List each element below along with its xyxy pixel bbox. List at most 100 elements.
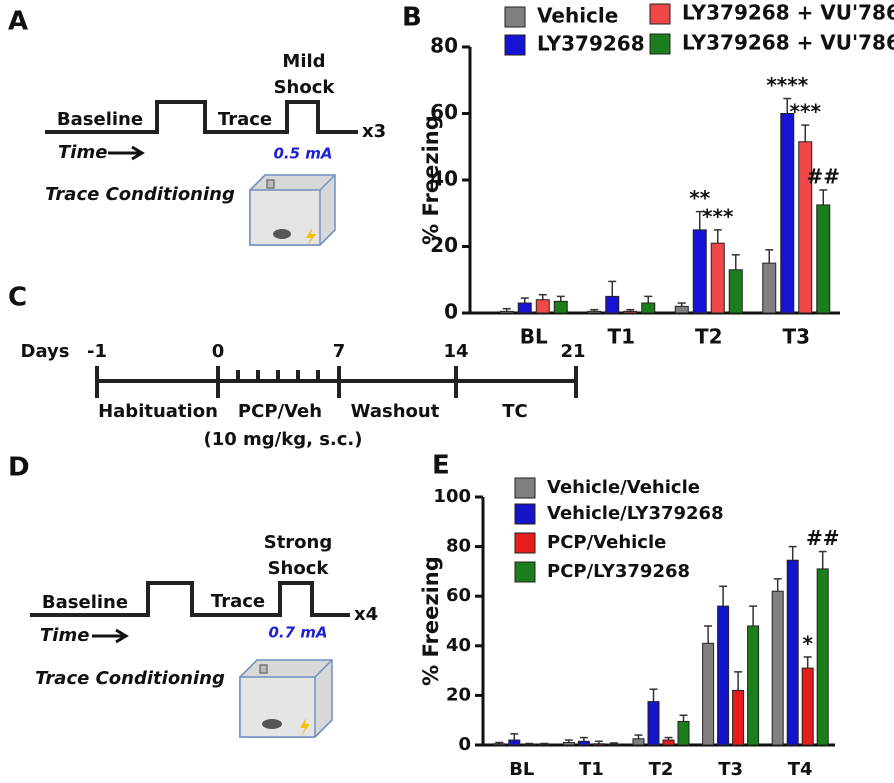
phase-label: Habituation	[98, 401, 218, 422]
time-arrow	[92, 628, 129, 644]
baseline-label: Baseline	[57, 109, 143, 130]
y-tick-label: 100	[433, 486, 471, 507]
legend-label: PCP/Vehicle	[547, 532, 666, 553]
panel-label: B	[402, 3, 422, 33]
y-tick-label: 80	[430, 34, 458, 58]
significance-label: **	[689, 186, 710, 210]
current-label: 0.5 mA	[273, 145, 332, 163]
bar	[747, 625, 760, 746]
protocol-trace	[45, 100, 358, 134]
time-label: Time	[40, 625, 89, 646]
x-tick-label: BL	[520, 325, 548, 349]
bar	[677, 720, 690, 746]
significance-label: ***	[702, 204, 734, 228]
legend-label: Vehicle	[537, 4, 618, 28]
x-tick-label: T4	[788, 759, 813, 780]
repeat-label: x4	[354, 604, 378, 625]
x-tick-label: T2	[649, 759, 674, 780]
bar	[801, 667, 814, 746]
bar	[717, 605, 730, 746]
panel-label: D	[8, 453, 30, 483]
x-tick-label: T3	[782, 325, 810, 349]
bar	[647, 701, 660, 746]
current-label: 0.7 mA	[268, 624, 327, 642]
y-tick-label: 40	[446, 635, 471, 656]
day-label: 7	[333, 341, 346, 362]
bar	[587, 310, 602, 314]
bar	[493, 743, 506, 746]
trace-label: Trace	[211, 591, 265, 612]
chamber-icon	[249, 174, 336, 246]
legend-swatch	[514, 561, 536, 583]
bar	[517, 302, 532, 314]
bar	[607, 743, 620, 746]
bar	[641, 302, 656, 314]
x-tick-label: BL	[509, 759, 534, 780]
panel-label: C	[8, 283, 27, 313]
legend-label: LY379268 + VU'786	[682, 1, 894, 25]
bar	[523, 743, 536, 746]
bar	[623, 310, 638, 314]
bar	[508, 739, 521, 746]
repeat-label: x3	[362, 121, 386, 142]
bar	[499, 310, 514, 314]
bar	[780, 113, 795, 314]
caption: Trace Conditioning	[45, 184, 235, 205]
y-tick-label: 80	[446, 536, 471, 557]
legend-swatch	[514, 503, 536, 525]
caption: Trace Conditioning	[35, 668, 225, 689]
bar	[605, 295, 620, 314]
bar	[732, 689, 745, 746]
protocol-trace	[30, 581, 350, 617]
significance-label: ***	[790, 100, 822, 124]
bar	[538, 743, 551, 746]
bar	[535, 299, 550, 314]
y-tick-label: 60	[446, 585, 471, 606]
day-label: -1	[87, 341, 107, 362]
phase-label: PCP/Veh	[238, 401, 322, 422]
shock-label: Shock	[274, 77, 336, 98]
bar	[674, 305, 689, 314]
phase-label: Washout	[351, 401, 440, 422]
days-label: Days	[21, 341, 70, 362]
time-label: Time	[58, 142, 107, 163]
legend-label: PCP/LY379268	[547, 561, 690, 582]
x-tick-label: T3	[718, 759, 743, 780]
bar	[577, 740, 590, 746]
y-tick-label: 0	[444, 300, 458, 324]
y-tick-label: 20	[430, 233, 458, 257]
chamber-icon	[239, 659, 333, 738]
legend-label: LY379268 + VU'786	[682, 31, 894, 55]
bar	[771, 590, 784, 746]
legend-swatch	[504, 6, 526, 28]
significance-label: ##	[806, 164, 840, 188]
bar	[710, 242, 725, 314]
y-axis-label: % Freezing	[419, 115, 443, 245]
timeline	[95, 366, 578, 398]
legend-label: LY379268	[537, 32, 645, 56]
significance-label: ##	[806, 526, 840, 550]
shock-label: Shock	[268, 558, 330, 579]
bar	[592, 743, 605, 746]
bar	[692, 229, 707, 314]
bar	[702, 642, 715, 746]
bar	[798, 141, 813, 314]
x-tick-label: T1	[607, 325, 635, 349]
bar	[786, 559, 799, 746]
day-label: 21	[560, 341, 585, 362]
y-tick-label: 20	[446, 684, 471, 705]
y-axis-label: % Freezing	[419, 556, 443, 686]
y-tick-label: 0	[458, 734, 471, 755]
bar	[816, 568, 829, 746]
x-tick-label: T2	[695, 325, 723, 349]
legend-swatch	[649, 33, 671, 55]
time-arrow	[108, 145, 145, 161]
significance-label: *	[802, 631, 813, 655]
bar	[632, 738, 645, 746]
bar	[728, 269, 743, 314]
bar	[662, 739, 675, 746]
bar	[762, 262, 777, 314]
panel-label: E	[432, 451, 450, 481]
